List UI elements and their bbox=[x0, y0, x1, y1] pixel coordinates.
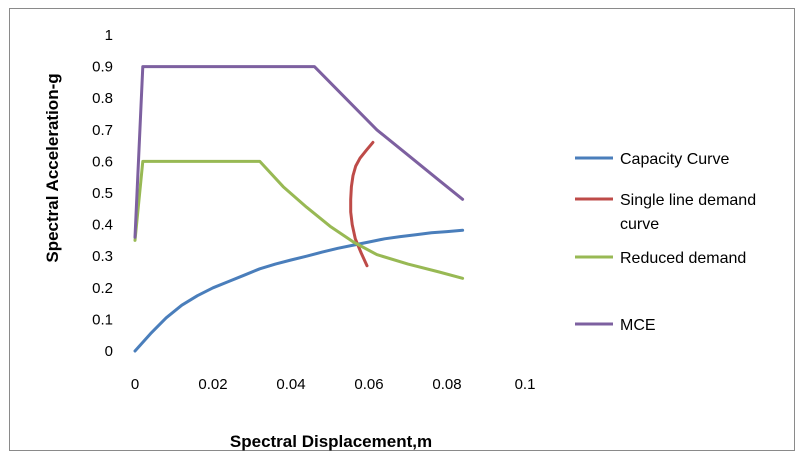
y-tick-label: 1 bbox=[105, 27, 113, 44]
legend-label-single-line-demand-line1: Single line demand bbox=[620, 192, 756, 209]
legend-label-capacity-curve: Capacity Curve bbox=[620, 151, 729, 168]
series-line-single-line-demand-curve bbox=[349, 140, 375, 268]
legend-label-single-line-demand-line2: curve bbox=[620, 216, 659, 233]
y-axis-ticks: 0 0.1 0.2 0.3 0.4 0.5 0.6 0.7 0.8 0.9 1 bbox=[92, 27, 113, 360]
x-tick-label: 0.06 bbox=[354, 376, 383, 393]
chart-svg: 00.10.20.30.40.50.60.70.80.91 0 0.02 0.04 0… bbox=[43, 27, 756, 451]
series-line-mce bbox=[133, 65, 465, 239]
series-line-reduced-demand bbox=[133, 159, 465, 280]
x-tick-label: 0.02 bbox=[198, 376, 227, 393]
y-tick-label: 0.2 bbox=[92, 280, 113, 297]
y-tick-label: 0.1 bbox=[92, 311, 113, 328]
x-tick-label: 0.08 bbox=[432, 376, 461, 393]
legend-label-reduced-demand: Reduced demand bbox=[620, 250, 746, 267]
y-tick-label: 0.8 bbox=[92, 90, 113, 107]
legend: Capacity Curve Single line demand curve … bbox=[575, 151, 756, 334]
legend-label-mce: MCE bbox=[620, 317, 656, 334]
x-tick-label: 0.1 bbox=[515, 376, 536, 393]
x-tick-label: 0.04 bbox=[276, 376, 305, 393]
chart-frame: 0 0.1 0.2 0.3 0.4 0.5 0.6 0.7 0.8 0.9 1 0 0.02 0.04 0… bbox=[9, 8, 795, 451]
x-tick-label: 0 bbox=[131, 376, 139, 393]
y-tick-label: 0.6 bbox=[92, 153, 113, 170]
legend-item-mce: MCE bbox=[575, 317, 656, 334]
y-axis-title: Spectral Acceleration-g bbox=[43, 73, 62, 262]
x-axis-title: Spectral Displacement,m bbox=[230, 432, 432, 451]
y-tick-label: 0 bbox=[105, 343, 113, 360]
y-tick-label: 0.3 bbox=[92, 248, 113, 265]
legend-item-single-line-demand-curve: Single line demand curve bbox=[575, 192, 756, 233]
x-axis-ticks: 0 0.02 0.04 0.06 0.08 0.1 bbox=[131, 376, 536, 393]
y-tick-label: 0.9 bbox=[92, 59, 113, 76]
y-tick-label: 0.4 bbox=[92, 217, 113, 234]
y-tick-label: 0.7 bbox=[92, 122, 113, 139]
legend-item-reduced-demand: Reduced demand bbox=[575, 250, 746, 267]
series-line-capacity-curve bbox=[133, 228, 465, 353]
legend-item-capacity-curve: Capacity Curve bbox=[575, 151, 729, 168]
y-tick-label: 0.5 bbox=[92, 185, 113, 202]
series-layer bbox=[133, 65, 465, 353]
